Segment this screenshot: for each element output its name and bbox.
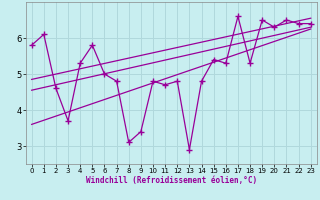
X-axis label: Windchill (Refroidissement éolien,°C): Windchill (Refroidissement éolien,°C)	[86, 176, 257, 185]
